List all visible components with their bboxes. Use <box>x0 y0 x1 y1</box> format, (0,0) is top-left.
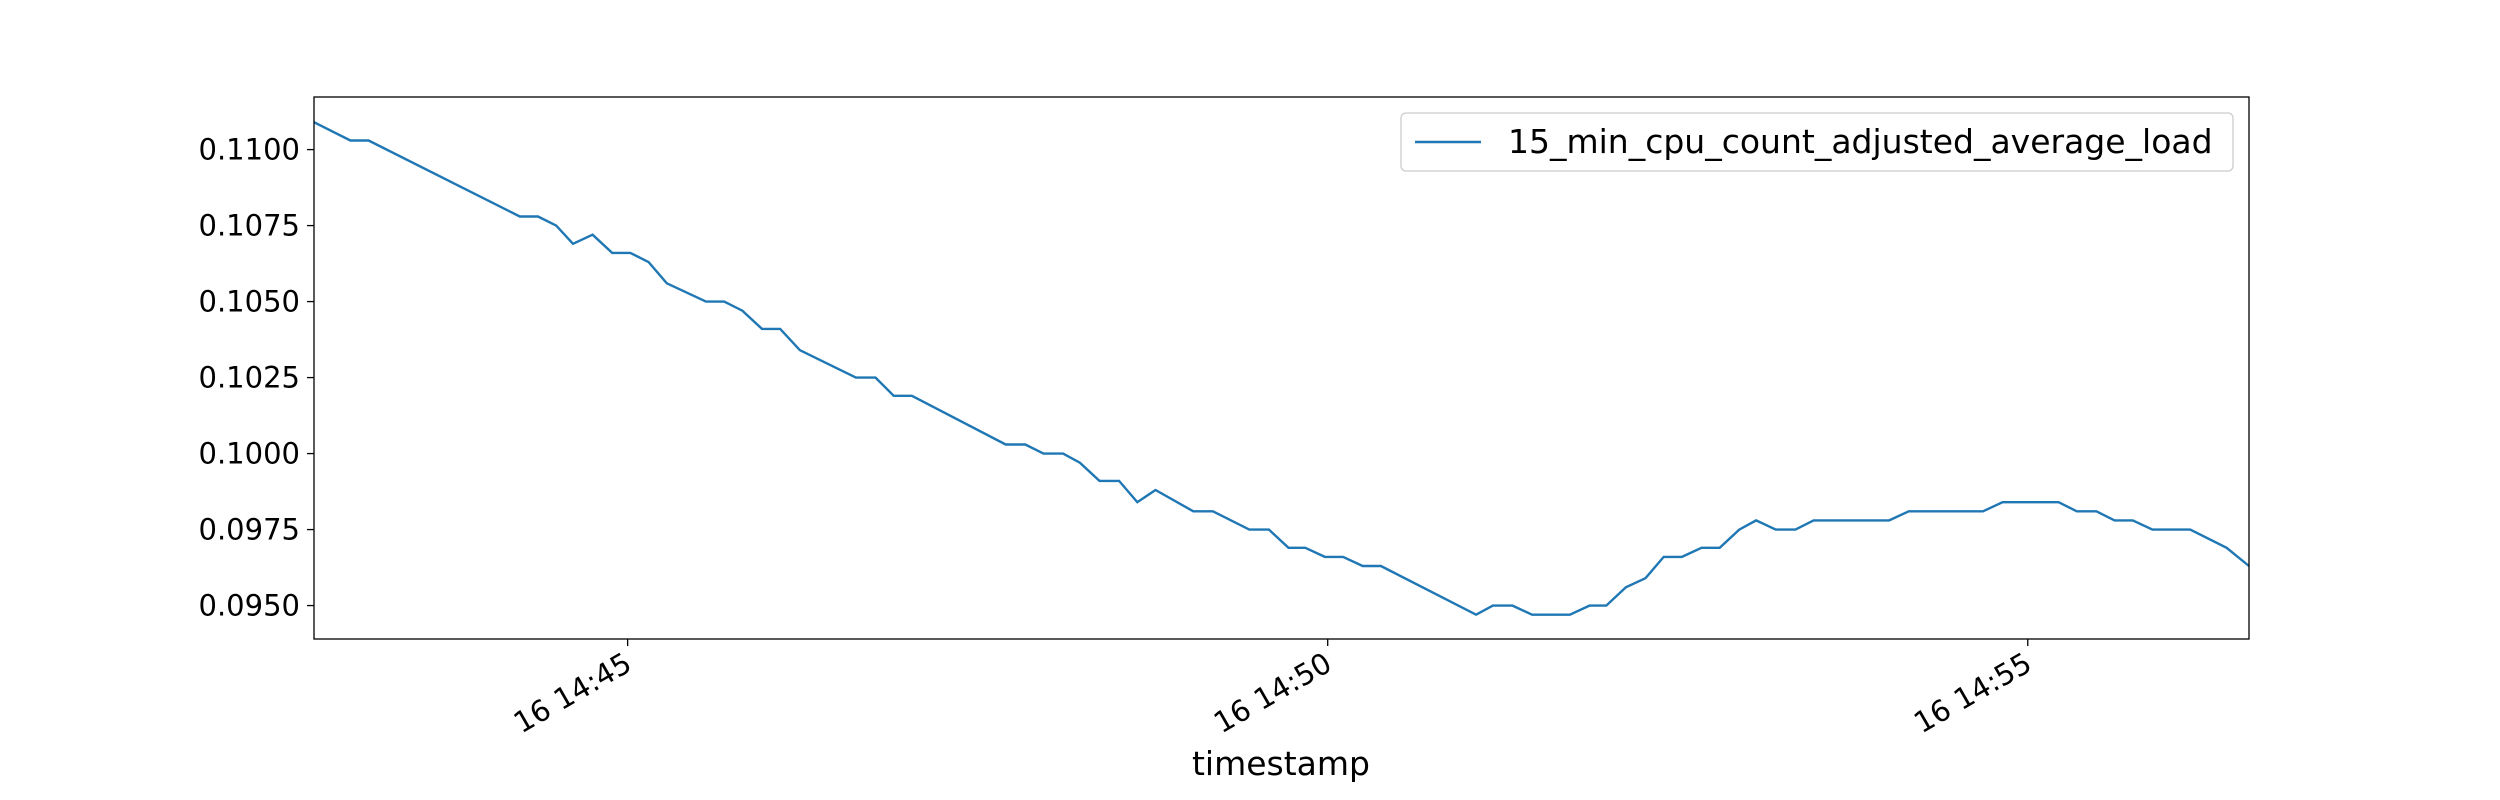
x-axis-label: timestamp <box>1192 744 1370 783</box>
y-tick-label: 0.1100 <box>199 133 300 167</box>
y-tick-label: 0.1025 <box>199 361 300 395</box>
x-tick-label: 16 14:50 <box>1208 646 1337 740</box>
legend-label: 15_min_cpu_count_adjusted_average_load <box>1508 122 2213 161</box>
y-tick-label: 0.1000 <box>199 437 300 471</box>
x-tick-label: 16 14:45 <box>508 646 637 740</box>
series-line <box>313 121 2250 617</box>
legend-frame <box>1400 112 2234 172</box>
y-tick-label: 0.0975 <box>199 513 300 547</box>
plot-frame <box>313 96 2250 640</box>
legend: 15_min_cpu_count_adjusted_average_load <box>1400 112 2234 172</box>
y-tick-label: 0.0950 <box>199 589 300 623</box>
x-tick-label: 16 14:55 <box>1908 646 2037 740</box>
y-tick-label: 0.1075 <box>199 209 300 243</box>
y-tick-label: 0.1050 <box>199 285 300 319</box>
